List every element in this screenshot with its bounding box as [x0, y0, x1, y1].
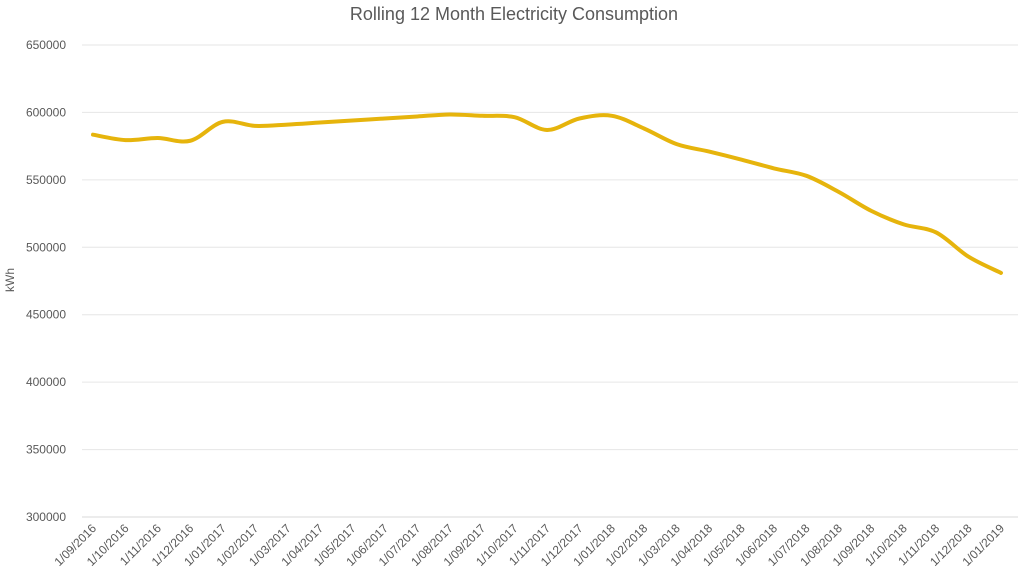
- series-lines: [91, 112, 1003, 275]
- x-tick-labels: 1/09/20161/10/20161/11/20161/12/20161/01…: [51, 521, 1007, 569]
- y-tick-label: 600000: [26, 105, 66, 119]
- y-tick-label: 500000: [26, 240, 66, 254]
- y-tick-label: 300000: [26, 510, 66, 524]
- y-tick-label: 450000: [26, 308, 66, 322]
- chart-title: Rolling 12 Month Electricity Consumption: [350, 4, 678, 24]
- gridlines: [82, 44, 1018, 518]
- series-line: [91, 112, 1003, 275]
- y-tick-label: 400000: [26, 375, 66, 389]
- y-tick-label: 550000: [26, 173, 66, 187]
- y-tick-labels: 300000 350000 400000 450000 500000 550000 6000…: [26, 38, 66, 524]
- y-axis-label: kWh: [3, 268, 17, 292]
- y-tick-label: 650000: [26, 38, 66, 52]
- y-tick-label: 350000: [26, 443, 66, 457]
